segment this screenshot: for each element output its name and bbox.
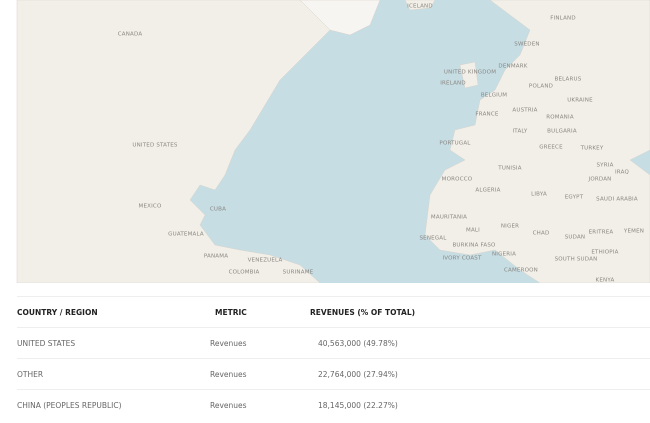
map-label: IRAQ [615,170,629,176]
map-label: SURINAME [283,270,314,276]
map-label: VENEZUELA [248,258,283,264]
land [16,0,650,283]
map-label: SYRIA [596,163,613,169]
map-label: AUSTRIA [512,108,537,114]
map-label: GREECE [539,145,563,151]
table-cell: OTHER [17,358,215,390]
map-label: IVORY COAST [442,256,482,262]
table-cell: 22,764,000 (27.94%) [310,358,650,390]
header-cell: METRIC [215,296,310,328]
table-cell: CHINA (PEOPLES REPUBLIC) [17,389,215,420]
table-cell: UNITED STATES [17,327,215,359]
table: COUNTRY / REGION METRIC REVENUES (% OF T… [17,296,650,420]
table-row: OTHER Revenues 22,764,000 (27.94%) [17,358,650,390]
map-label: PANAMA [204,254,228,260]
map-label: LIBYA [531,192,547,198]
map-label: KENYA [596,278,615,284]
map-label: SAUDI ARABIA [596,197,638,203]
map-label: GUATEMALA [168,232,204,238]
map-label: ROMANIA [546,115,574,121]
map-label: NIGERIA [492,252,516,258]
map-label: CANADA [118,32,143,38]
map-label: COLOMBIA [229,270,260,276]
map-label: ALGERIA [475,188,500,194]
map-label: JORDAN [588,177,612,183]
map-label: CHAD [533,231,550,237]
map-label: SWEDEN [514,42,539,48]
map-label: YEMEN [623,229,644,235]
map-label: SUDAN [565,235,586,241]
table-row: CHINA (PEOPLES REPUBLIC) Revenues 18,145,0… [17,389,650,420]
map-label: ETHIOPIA [591,250,618,256]
map-label: BELGIUM [481,93,507,99]
map-label: TURKEY [580,146,604,152]
map-label: CUBA [210,207,226,213]
map-label: MEXICO [139,204,162,210]
map-label: MOROCCO [442,177,473,183]
header-row: COUNTRY / REGION METRIC REVENUES (% OF T… [17,296,650,328]
map-label: UNITED STATES [132,143,178,149]
table-cell: Revenues [210,327,310,359]
map-label: FINLAND [550,16,576,22]
map-label: FRANCE [475,112,498,118]
header-cell: COUNTRY / REGION [17,296,215,328]
map-label: SOUTH SUDAN [555,257,598,263]
map-label: TUNISIA [497,166,521,172]
map: CANADA ICELAND FINLAND SWEDEN UNITED KINGDOM… [16,0,650,284]
table-cell: Revenues [210,358,310,390]
map-label: SENEGAL [419,236,447,242]
map-label: EGYPT [565,195,584,201]
map-label: BELARUS [555,77,582,83]
map-label: MALI [466,228,480,234]
table-cell: 18,145,000 (22.27%) [310,389,650,420]
map-label: CAMEROON [504,268,538,274]
map-label: NIGER [501,224,519,230]
map-label: DENMARK [498,64,527,70]
map-label: ITALY [512,129,527,135]
map-label: UKRAINE [567,98,593,104]
header-cell: REVENUES (% OF TOTAL) [310,296,650,328]
map-label: BULGARIA [547,129,577,135]
map-label: IRELAND [440,81,466,87]
table-row: UNITED STATES Revenues 40,563,000 (49.78%) [17,327,650,359]
map-label: MAURITANIA [431,215,467,221]
table-cell: 40,563,000 (49.78%) [310,327,650,359]
map-label: UNITED KINGDOM [444,70,496,76]
map-label: POLAND [529,84,553,90]
map-label: ERITREA [589,230,614,236]
table-cell: Revenues [210,389,310,420]
map-label: BURKINA FASO [452,243,496,249]
map-label: PORTUGAL [439,141,471,147]
map-label: ICELAND [407,4,433,10]
